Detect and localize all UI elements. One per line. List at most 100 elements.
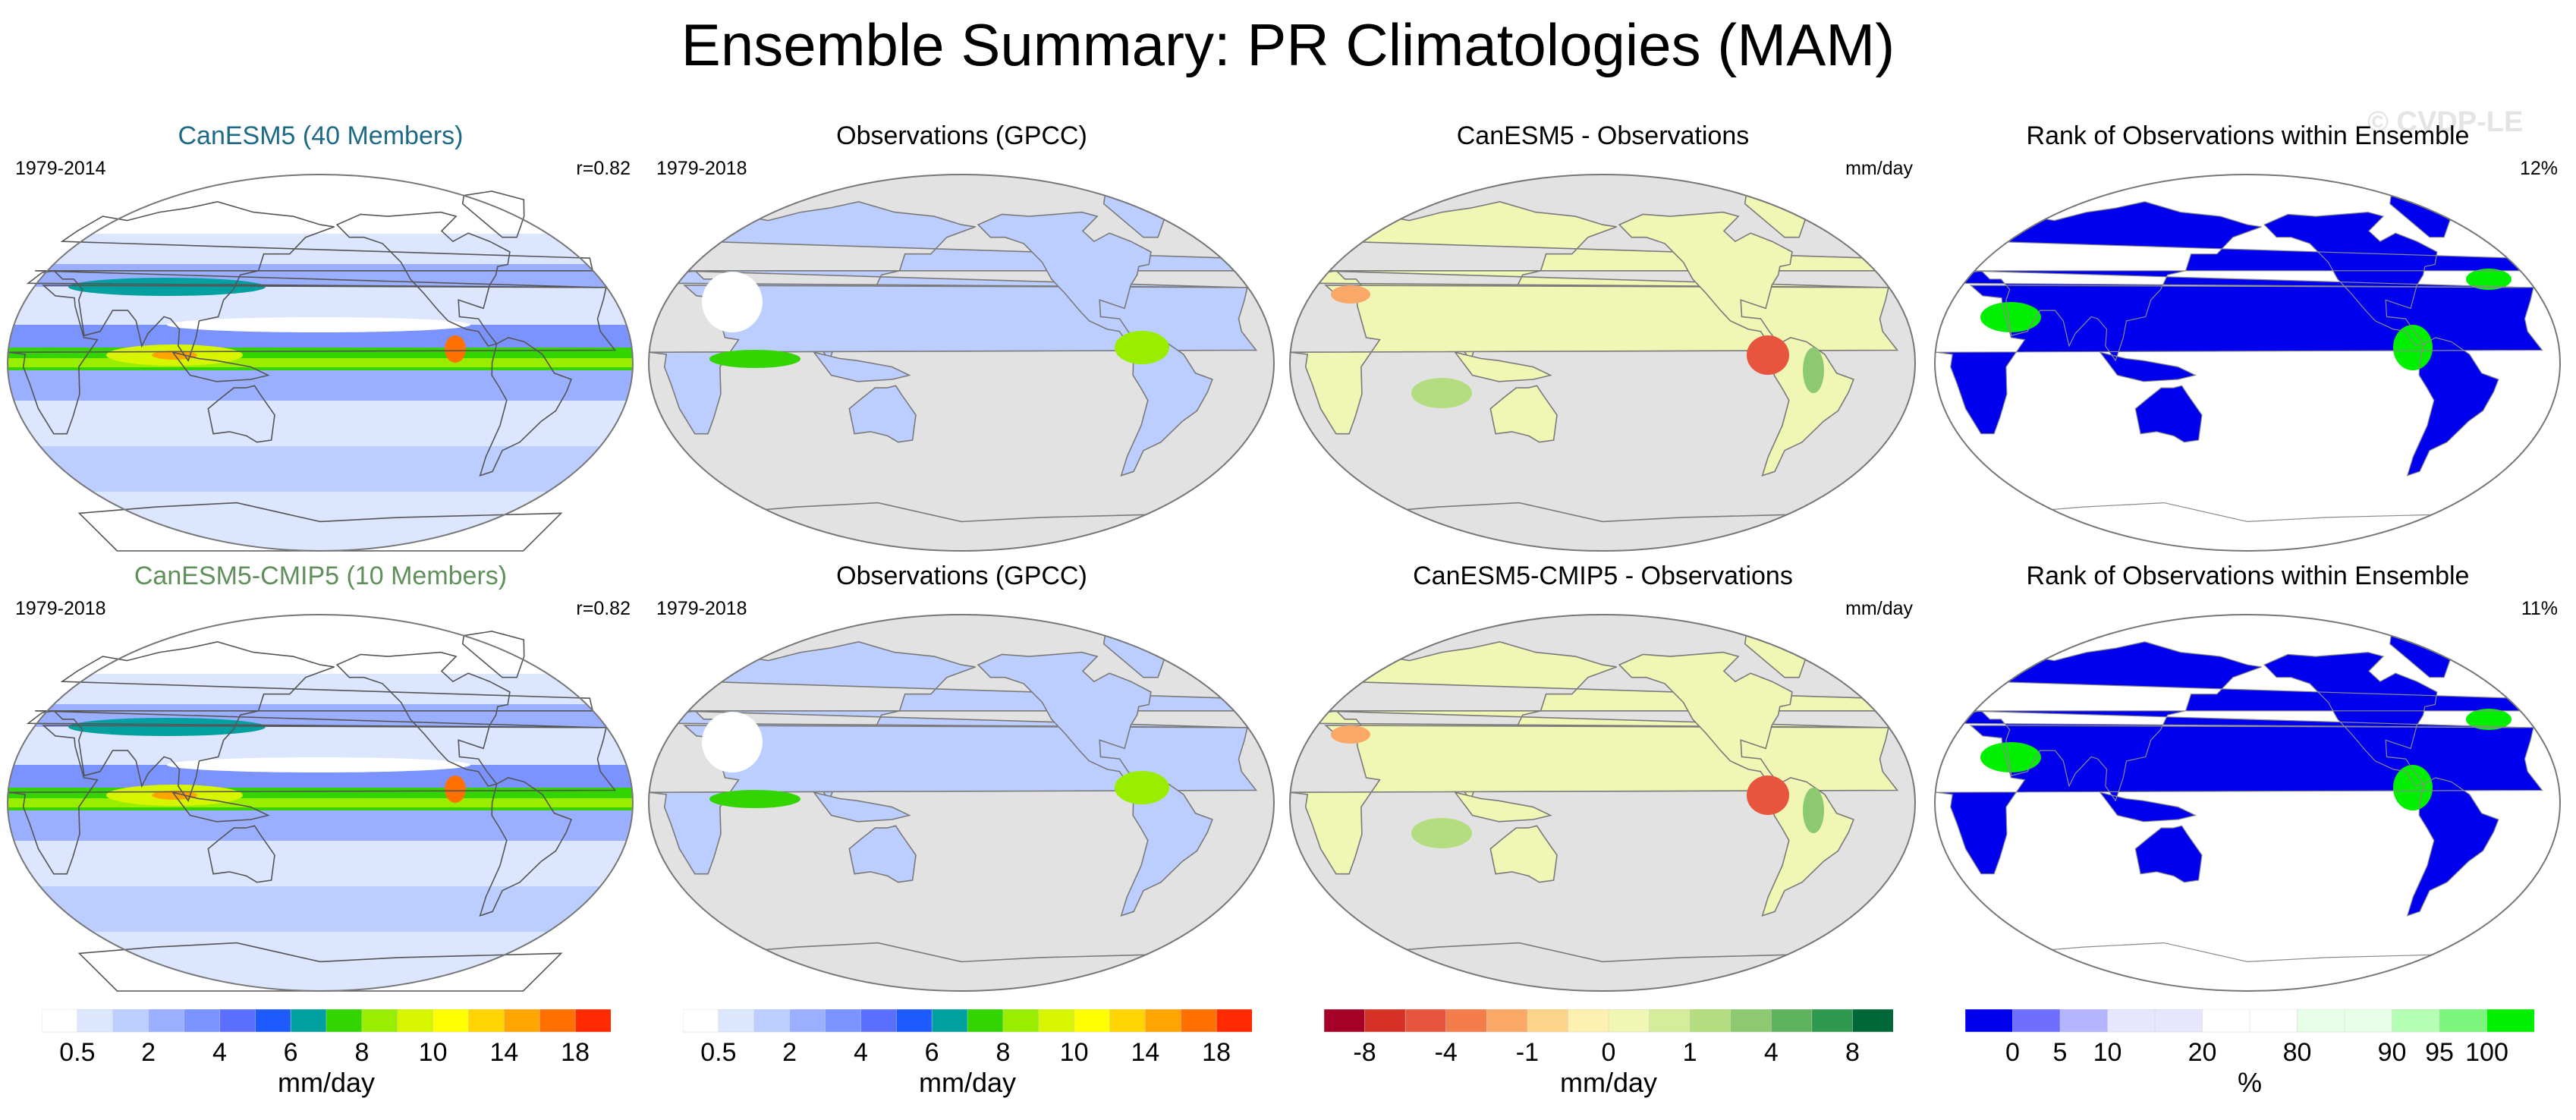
panel-annotation: 12%	[2519, 158, 2558, 179]
map-model-4	[7, 614, 634, 992]
colorbar-swatch	[2059, 1009, 2109, 1033]
colorbar-label: 5	[2053, 1038, 2068, 1067]
map-field	[1935, 175, 2560, 551]
colorbar-swatch	[2486, 1009, 2534, 1033]
colorbar-3: -8 -4 -1 0 1 4 8 mm/day	[1324, 1009, 1893, 1115]
panel-title: Observations (GPCC)	[836, 562, 1087, 590]
land-greenland	[461, 190, 525, 238]
colorbar-swatch	[2297, 1009, 2345, 1033]
colorbar-label: 14	[1131, 1038, 1159, 1067]
colorbar-swatches: 0.5 2 4 6 8 10 14 18	[683, 1009, 1252, 1067]
colorbar-swatch	[967, 1009, 1004, 1033]
colorbar-label: 2	[141, 1038, 156, 1067]
colorbar-swatches: 0.5 2 4 6 8 10 14 18	[42, 1009, 611, 1067]
land-eurasia	[26, 640, 599, 802]
map-field	[1290, 615, 1915, 991]
land-samerica	[479, 777, 572, 917]
map-outline	[1934, 174, 2561, 552]
colorbar-swatch	[1568, 1009, 1609, 1033]
map-model-0	[7, 174, 634, 552]
colorbar-swatch	[825, 1009, 862, 1033]
map-outline	[1934, 614, 2561, 992]
colorbar-swatch	[432, 1009, 470, 1033]
panel-title: Rank of Observations within Ensemble	[2026, 562, 2470, 590]
colorbar-units: mm/day	[277, 1067, 376, 1098]
colorbar-label: 18	[561, 1038, 590, 1067]
colorbar-label: 4	[1764, 1038, 1779, 1067]
colorbar-label: 10	[1060, 1038, 1089, 1067]
watermark: © CVDP-LE	[2367, 106, 2524, 138]
map-outline	[648, 614, 1275, 992]
land-eurasia	[26, 200, 599, 362]
colorbar-swatch	[1608, 1009, 1650, 1033]
colorbar-units: %	[2237, 1067, 2262, 1098]
panel-annotation: r=0.82	[576, 158, 631, 179]
colorbar-4: 0 5 10 20 80 90 95 100%	[1965, 1009, 2534, 1115]
panel-diff: CanESM5 - Observations mm/day	[1282, 121, 1923, 554]
colorbar-swatch	[1002, 1009, 1040, 1033]
colorbar-swatch	[112, 1009, 149, 1033]
colorbar-label: 4	[854, 1038, 868, 1067]
land-namerica	[335, 651, 511, 787]
colorbar-label: 0	[2005, 1038, 2020, 1067]
colorbar-swatch	[2202, 1009, 2250, 1033]
colorbar-label: -1	[1516, 1038, 1539, 1067]
land-namerica	[335, 211, 511, 347]
colorbar-swatch	[1324, 1009, 1366, 1033]
map-outline	[1289, 174, 1916, 552]
colorbar-swatch	[219, 1009, 256, 1033]
land-indonesia	[171, 351, 270, 382]
panel-title: CanESM5 - Observations	[1456, 121, 1750, 150]
panel-title: Rank of Observations within Ensemble	[2026, 121, 2470, 150]
land-africa	[8, 285, 617, 435]
map-diff-6	[1289, 614, 1916, 992]
colorbar-label: 20	[2188, 1038, 2217, 1067]
figure-title: Ensemble Summary: PR Climatologies (MAM)	[681, 11, 1895, 78]
land-africa	[8, 725, 617, 875]
colorbar-swatch	[468, 1009, 505, 1033]
colorbar-swatch	[1038, 1009, 1075, 1033]
map-field	[1290, 175, 1915, 551]
colorbar-swatch	[1527, 1009, 1569, 1033]
colorbar-label: 2	[782, 1038, 797, 1067]
colorbar-swatch	[1730, 1009, 1772, 1033]
colorbar-label: -4	[1435, 1038, 1458, 1067]
colorbar-swatch	[574, 1009, 611, 1033]
colorbar-swatch	[860, 1009, 898, 1033]
colorbar-swatch	[1404, 1009, 1447, 1033]
colorbar-label: 100	[2465, 1038, 2508, 1067]
colorbar-swatches: 0 5 10 20 80 90 95 100	[1965, 1009, 2534, 1067]
colorbar-swatch	[148, 1009, 185, 1033]
colorbar-swatch	[1216, 1009, 1252, 1033]
colorbar-label: 8	[995, 1038, 1010, 1067]
panel-title: Observations (GPCC)	[836, 121, 1087, 150]
panel-period: 1979-2018	[656, 158, 747, 179]
map-outline	[7, 174, 634, 552]
colorbar-swatch	[1689, 1009, 1731, 1033]
map-diff-2	[1289, 174, 1916, 552]
colorbar-label: 10	[419, 1038, 448, 1067]
colorbar-swatch	[1074, 1009, 1111, 1033]
panel-obs: Observations (GPCC) 1979-2018	[641, 562, 1282, 994]
map-rank-3	[1934, 174, 2561, 552]
colorbar-swatch	[1649, 1009, 1691, 1033]
panel-diff: CanESM5-CMIP5 - Observations mm/day	[1282, 562, 1923, 994]
colorbar-swatch	[1811, 1009, 1854, 1033]
colorbar-swatch	[683, 1009, 719, 1033]
colorbar-label: 0	[1602, 1038, 1616, 1067]
panel-model: CanESM5-CMIP5 (10 Members) 1979-2018 r=0.8…	[0, 562, 641, 994]
colorbar-swatch	[77, 1009, 114, 1033]
colorbar-label: 6	[284, 1038, 298, 1067]
colorbar-swatch	[2012, 1009, 2061, 1033]
map-field	[1935, 615, 2560, 991]
land-indonesia	[171, 791, 270, 823]
colorbar-swatch	[42, 1009, 78, 1033]
panel-annotation: mm/day	[1845, 158, 1913, 179]
colorbar-swatch	[1445, 1009, 1488, 1033]
colorbar-swatch	[2154, 1009, 2203, 1033]
colorbar-swatch	[2249, 1009, 2298, 1033]
colorbar-swatch	[539, 1009, 576, 1033]
panel-title: CanESM5-CMIP5 (10 Members)	[134, 562, 508, 590]
colorbar-label: 0.5	[700, 1038, 736, 1067]
panel-rank: Rank of Observations within Ensemble 12%	[1927, 121, 2568, 554]
